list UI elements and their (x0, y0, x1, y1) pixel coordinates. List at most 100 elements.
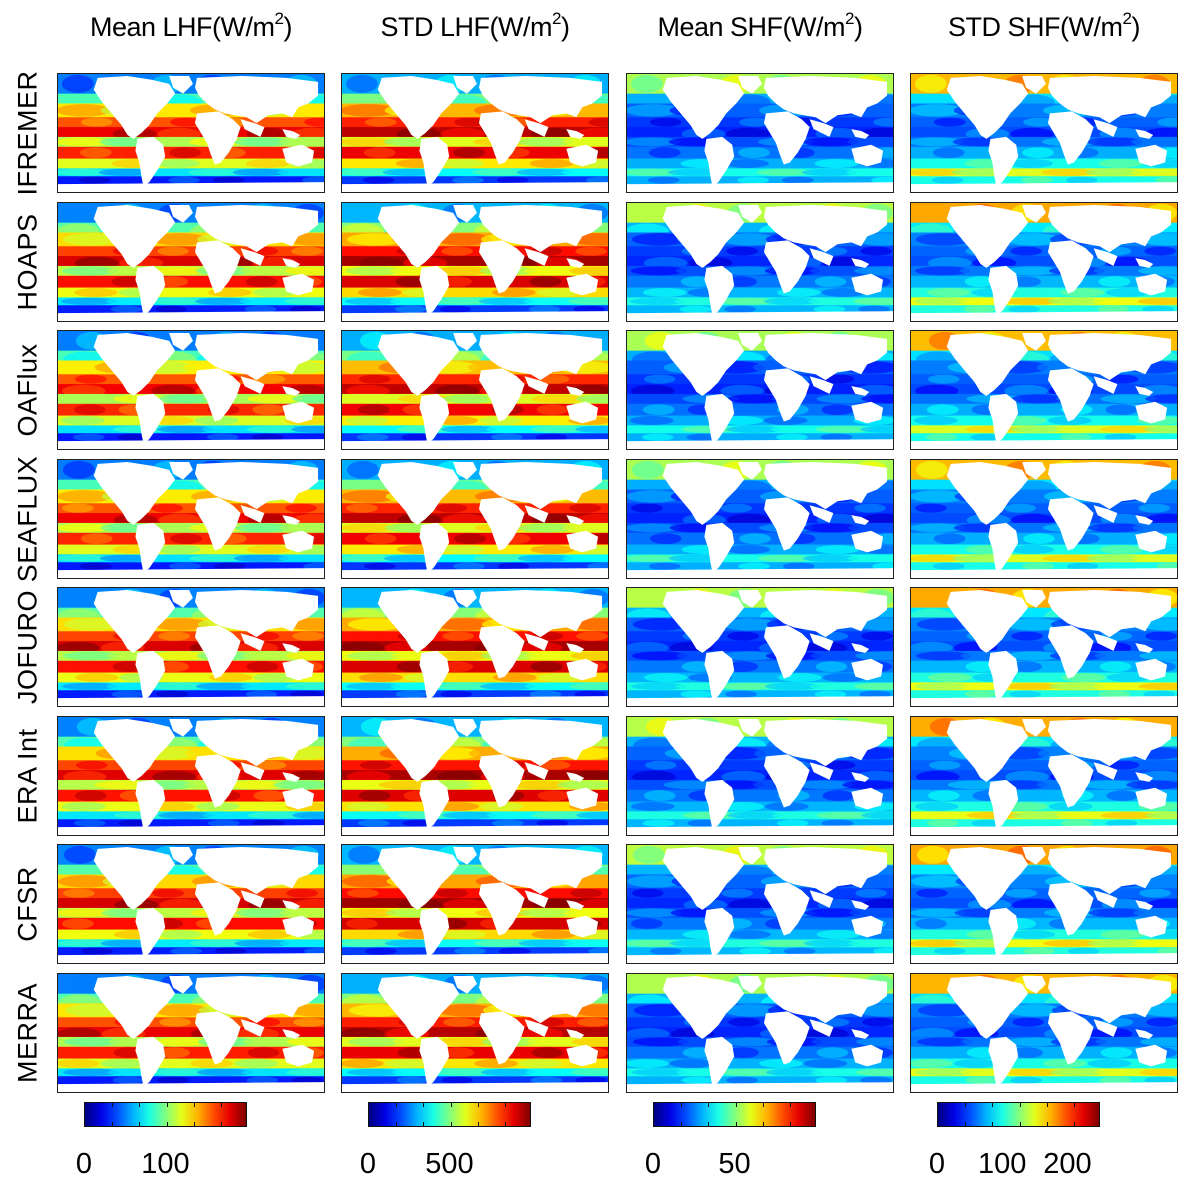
ocean-variation (531, 1047, 564, 1059)
ocean-variation (158, 631, 191, 641)
ocean-variation (58, 939, 112, 947)
ocean-variation (1138, 503, 1171, 513)
ocean-variation (763, 297, 820, 305)
ocean-variation (524, 266, 581, 276)
ocean-variation (342, 747, 391, 760)
ocean-variation (150, 297, 206, 305)
panel-std-shf-hoaps (910, 202, 1178, 322)
land-mass (809, 119, 834, 137)
land-mass (93, 204, 176, 268)
ocean-variation (964, 690, 997, 698)
world-map (627, 331, 893, 449)
ocean-variation (62, 888, 95, 898)
ocean-band (911, 1017, 1177, 1030)
row-label-cfsr: CFSR (12, 866, 43, 942)
ocean-variation (725, 159, 769, 168)
ocean-variation (769, 690, 802, 698)
ocean-variation (1107, 760, 1140, 770)
land-mass (1093, 762, 1118, 780)
ocean-variation (570, 888, 603, 898)
land-mass (662, 589, 745, 653)
ocean-variation (1006, 1037, 1062, 1047)
ocean-variation (804, 908, 861, 918)
ocean-variation (518, 523, 575, 533)
ocean-variation (643, 374, 676, 384)
colorbar-tick-label: 0 (359, 1148, 377, 1180)
ocean-variation (342, 875, 398, 888)
land-mass (662, 332, 745, 396)
land-mass (763, 111, 810, 165)
colorbar-tick (762, 1122, 764, 1126)
ocean-variation (78, 176, 111, 184)
land-mass (662, 975, 745, 1039)
ocean-variation (1005, 888, 1038, 898)
ocean-variation (157, 545, 201, 554)
ocean-variation (542, 562, 575, 570)
ocean-variation (473, 554, 529, 562)
ocean-band (58, 631, 324, 644)
ocean-variation (638, 1017, 671, 1027)
ocean-variation (165, 760, 197, 770)
land-mass (763, 368, 810, 422)
ocean-variation (913, 297, 970, 305)
ocean-variation (157, 425, 213, 433)
ocean-variation (111, 276, 144, 288)
ocean-variation (1104, 433, 1137, 441)
ocean-variation (69, 1017, 102, 1027)
ocean-variation (663, 780, 720, 790)
ocean-variation (1023, 533, 1055, 545)
ocean-variation (1144, 425, 1177, 433)
ocean-variation (244, 305, 277, 313)
land-mass (524, 633, 549, 651)
land-mass (194, 240, 241, 294)
ocean-variation (427, 168, 483, 176)
ocean-variation (73, 819, 106, 827)
land-mass (1047, 589, 1172, 638)
world-map (627, 74, 893, 192)
ocean-variation (873, 947, 893, 955)
ocean-variation (816, 930, 861, 939)
ocean-variation (485, 1076, 518, 1084)
ocean-variation (911, 875, 967, 888)
ocean-variation (79, 562, 112, 570)
land-mass (194, 846, 319, 895)
land-mass (627, 182, 893, 192)
ocean-variation (442, 631, 475, 641)
ocean-variation (855, 651, 893, 661)
ocean-variation (1111, 147, 1144, 159)
land-mass (566, 1029, 585, 1039)
ocean-variation (587, 562, 608, 570)
column-title-text: Mean SHF(W/m (657, 12, 846, 42)
ocean-variation (66, 276, 99, 288)
ocean-variation (543, 117, 576, 127)
land-mass (135, 1036, 166, 1087)
land-mass (627, 439, 893, 449)
ocean-variation (347, 618, 404, 631)
ocean-variation (214, 947, 247, 955)
ocean-variation (273, 780, 324, 790)
colorbar-tick (139, 1103, 141, 1107)
row-label-seaflux: SEAFLUX (12, 455, 43, 583)
ocean-variation (344, 297, 401, 305)
ocean-variation (648, 562, 681, 570)
colorbar-tick (1073, 1103, 1075, 1107)
ocean-variation (947, 780, 1004, 790)
panel-std-shf-jofuro (910, 587, 1178, 707)
colorbar-tick-label: 0 (75, 1148, 93, 1180)
ocean-variation (931, 176, 964, 184)
world-map (58, 460, 324, 578)
land-mass (282, 915, 315, 938)
ocean-variation (713, 554, 769, 562)
land-mass (194, 368, 241, 422)
land-mass (419, 907, 450, 958)
ocean-variation (846, 168, 893, 176)
ocean-variation (920, 661, 953, 673)
ocean-variation (61, 918, 94, 930)
colorbar-tick (193, 1122, 195, 1126)
world-map (627, 588, 893, 706)
ocean-variation (822, 374, 855, 384)
ocean-band (58, 1017, 324, 1030)
ocean-variation (915, 888, 948, 898)
ocean-variation (958, 416, 1003, 425)
ocean-variation (153, 1037, 209, 1047)
